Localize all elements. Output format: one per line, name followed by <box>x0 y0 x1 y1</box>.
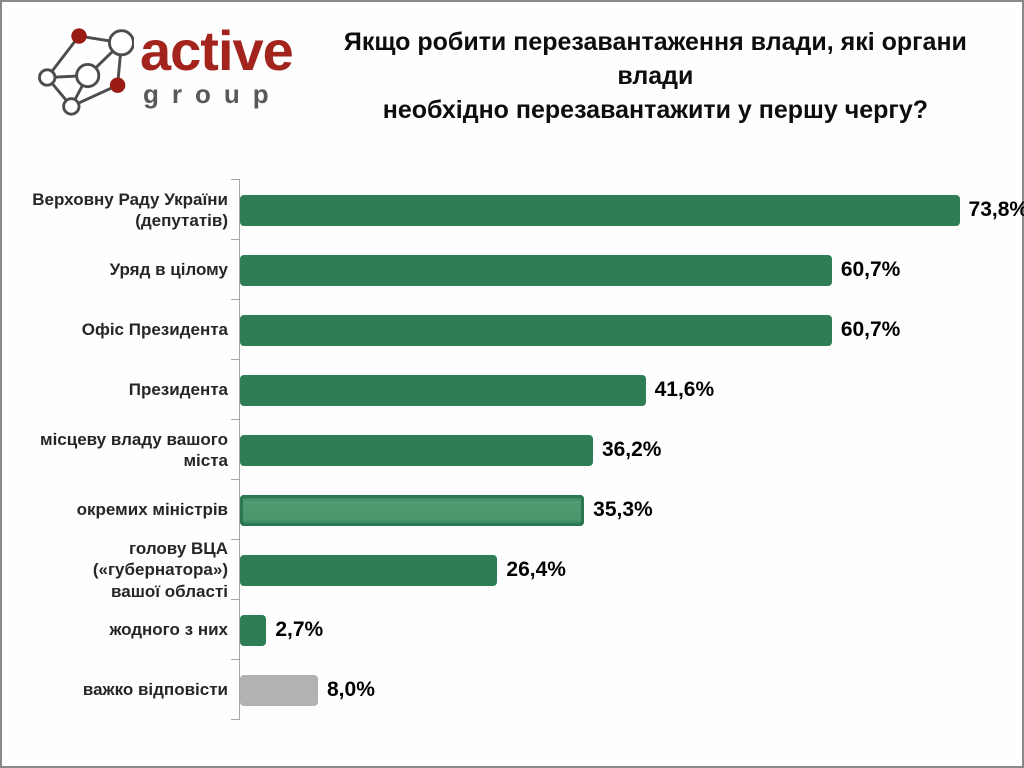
value-label: 73,8% <box>968 198 1024 221</box>
header: active group Якщо робити перезавантаженн… <box>2 2 1022 130</box>
bar-row: Офіс Президента 60,7% <box>2 299 1022 360</box>
bar-row: жодного з них 2,7% <box>2 599 1022 660</box>
category-label: жодного з них <box>109 620 228 640</box>
category-label: Президента <box>128 380 228 400</box>
bar-row: Верховну Раду України (депутатів) 73,8% <box>2 179 1024 240</box>
bar <box>240 434 593 466</box>
bar-row: Уряд в цілому 60,7% <box>2 239 1022 300</box>
bar-row: місцеву владу вашого міста 36,2% <box>2 419 1022 480</box>
logo-brand: active <box>140 18 294 82</box>
bar-row: голову ВЦА («губернатора») вашої області… <box>2 539 1022 601</box>
value-label: 41,6% <box>654 378 715 401</box>
bar-row: важко відповісти 8,0% <box>2 659 1022 720</box>
bar-row: Президента 41,6% <box>2 359 1022 420</box>
bar <box>240 614 267 646</box>
category-label: Уряд в цілому <box>109 260 228 280</box>
chart-title: Якщо робити перезавантаження влади, які … <box>293 10 1008 127</box>
logo-subtitle: group <box>143 79 282 110</box>
bar-row: окремих міністрів 35,3% <box>2 479 1022 540</box>
value-label: 60,7% <box>840 318 901 341</box>
active-group-logo: active group <box>26 10 294 118</box>
value-label: 8,0% <box>327 678 375 701</box>
bar <box>240 494 585 526</box>
value-label: 60,7% <box>840 258 901 281</box>
logo-text: active group <box>140 18 294 110</box>
category-axis-line <box>239 180 240 720</box>
bar <box>240 194 960 226</box>
value-label: 2,7% <box>275 618 324 641</box>
value-label: 26,4% <box>506 558 566 581</box>
bar <box>240 674 318 706</box>
chart-title-line1: Якщо робити перезавантаження влади, які … <box>343 28 967 90</box>
value-label: 36,2% <box>601 438 662 461</box>
category-label: місцеву владу вашого міста <box>40 429 228 470</box>
bar <box>240 374 646 406</box>
bar-chart: Верховну Раду України (депутатів) 73,8% … <box>2 179 1024 720</box>
bar <box>240 314 832 346</box>
category-label: Верховну Раду України (депутатів) <box>32 189 228 230</box>
bar <box>240 554 498 586</box>
category-label: Офіс Президента <box>81 320 228 340</box>
category-label: важко відповісти <box>82 680 228 700</box>
category-label: окремих міністрів <box>76 500 228 520</box>
value-label: 35,3% <box>593 498 653 521</box>
chart-title-line2: необхідно перезавантажити у першу чергу? <box>382 95 929 124</box>
bar <box>240 254 832 286</box>
category-label: голову ВЦА («губернатора») вашої області <box>92 539 228 601</box>
network-logo-icon <box>38 28 134 116</box>
